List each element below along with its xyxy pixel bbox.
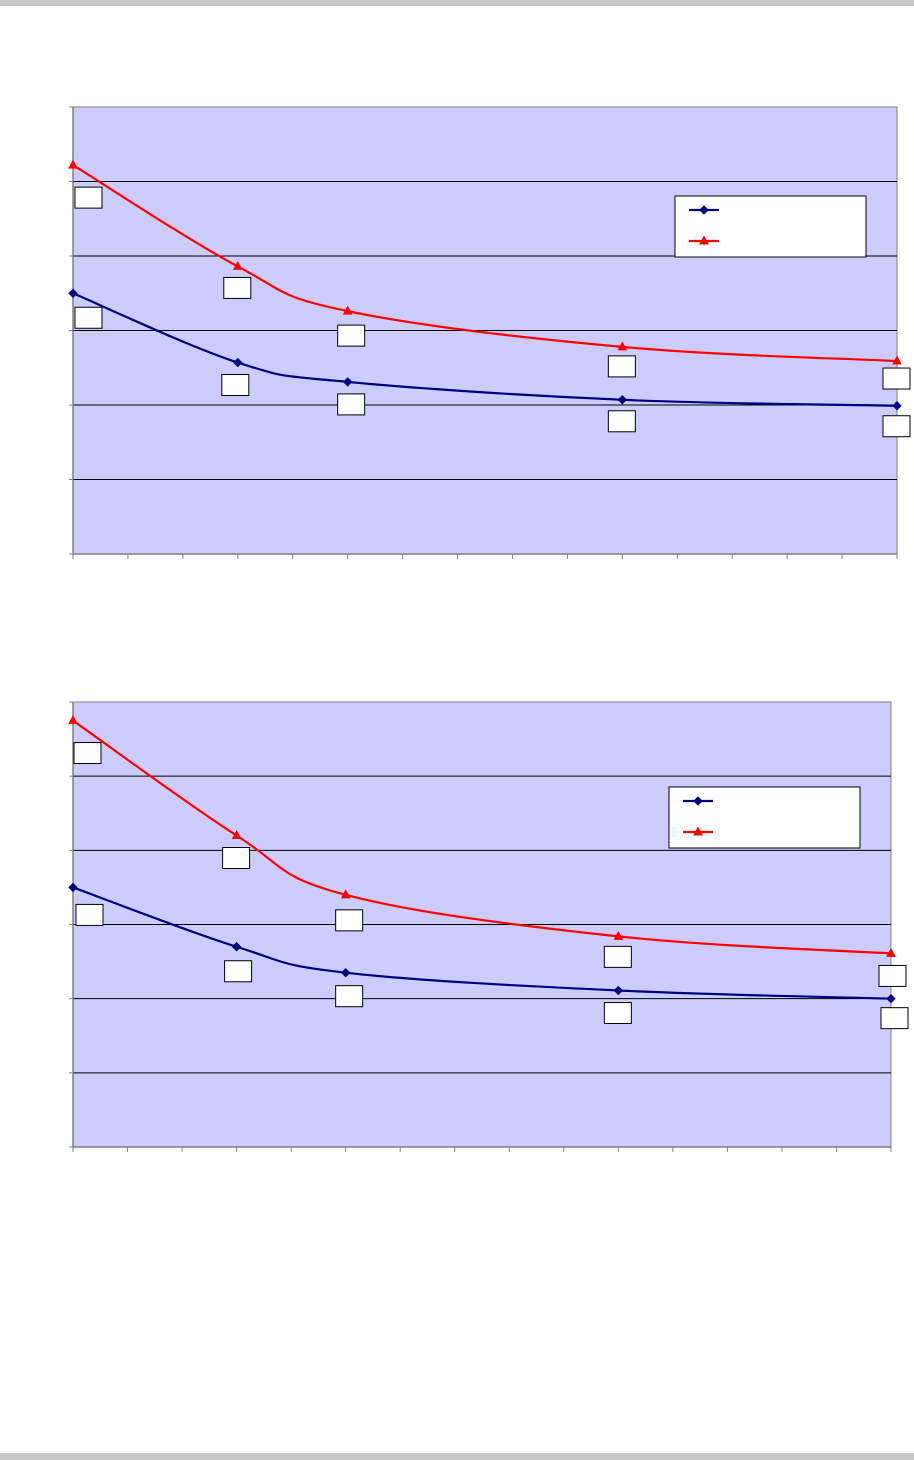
data-label-box bbox=[224, 960, 253, 983]
data-label-box bbox=[74, 306, 103, 329]
data-point bbox=[232, 260, 243, 270]
series-line bbox=[72, 719, 892, 955]
page-footer-bar bbox=[0, 1453, 914, 1460]
line-chart-1 bbox=[68, 106, 911, 559]
data-point bbox=[342, 305, 353, 315]
data-label-box bbox=[221, 374, 250, 397]
legend bbox=[674, 195, 867, 258]
series-line bbox=[72, 164, 898, 363]
data-point bbox=[892, 401, 902, 411]
data-label-box bbox=[880, 1007, 909, 1030]
series-line bbox=[72, 292, 898, 407]
data-point bbox=[613, 930, 624, 940]
line-chart-2 bbox=[68, 701, 909, 1152]
legend-marker bbox=[699, 205, 709, 215]
page-header-bar bbox=[0, 0, 914, 6]
legend-marker bbox=[699, 235, 709, 245]
series-1 bbox=[68, 288, 911, 438]
data-point bbox=[340, 889, 351, 899]
data-point bbox=[613, 985, 624, 996]
legend-marker bbox=[693, 796, 703, 806]
data-point bbox=[617, 341, 628, 351]
data-point bbox=[68, 882, 78, 893]
series-1 bbox=[68, 882, 909, 1030]
series-2 bbox=[68, 159, 911, 390]
data-label-box bbox=[335, 909, 364, 932]
data-label-box bbox=[75, 903, 104, 926]
data-label-box bbox=[882, 415, 911, 438]
data-point bbox=[340, 968, 351, 978]
data-point bbox=[342, 377, 353, 387]
data-point bbox=[892, 355, 902, 365]
data-point bbox=[886, 947, 896, 957]
data-label-box bbox=[607, 355, 636, 378]
data-label-box bbox=[607, 410, 636, 433]
data-point bbox=[233, 357, 243, 368]
series-2 bbox=[68, 714, 907, 987]
data-label-box bbox=[222, 847, 251, 869]
data-label-box bbox=[223, 276, 252, 299]
data-point bbox=[68, 714, 78, 725]
data-label-box bbox=[337, 324, 366, 347]
data-point bbox=[68, 288, 78, 298]
legend-marker bbox=[693, 826, 703, 836]
legend bbox=[668, 786, 861, 849]
data-point bbox=[68, 159, 78, 169]
data-label-box bbox=[74, 186, 103, 209]
data-label-box bbox=[603, 945, 632, 968]
data-point bbox=[231, 829, 242, 839]
series-line bbox=[72, 886, 892, 1000]
data-point bbox=[617, 395, 628, 405]
data-point bbox=[231, 942, 242, 952]
data-label-box bbox=[878, 964, 907, 987]
legend-box bbox=[674, 195, 867, 258]
data-label-box bbox=[882, 367, 911, 390]
data-label-box bbox=[73, 742, 102, 765]
data-label-box bbox=[335, 985, 364, 1008]
data-point bbox=[886, 993, 896, 1004]
data-label-box bbox=[337, 393, 366, 416]
data-label-box bbox=[603, 1002, 632, 1025]
legend-box bbox=[668, 786, 861, 849]
